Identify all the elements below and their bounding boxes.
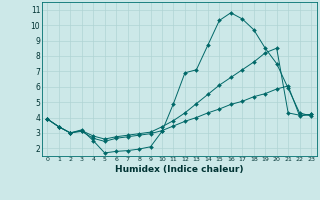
X-axis label: Humidex (Indice chaleur): Humidex (Indice chaleur) — [115, 165, 244, 174]
